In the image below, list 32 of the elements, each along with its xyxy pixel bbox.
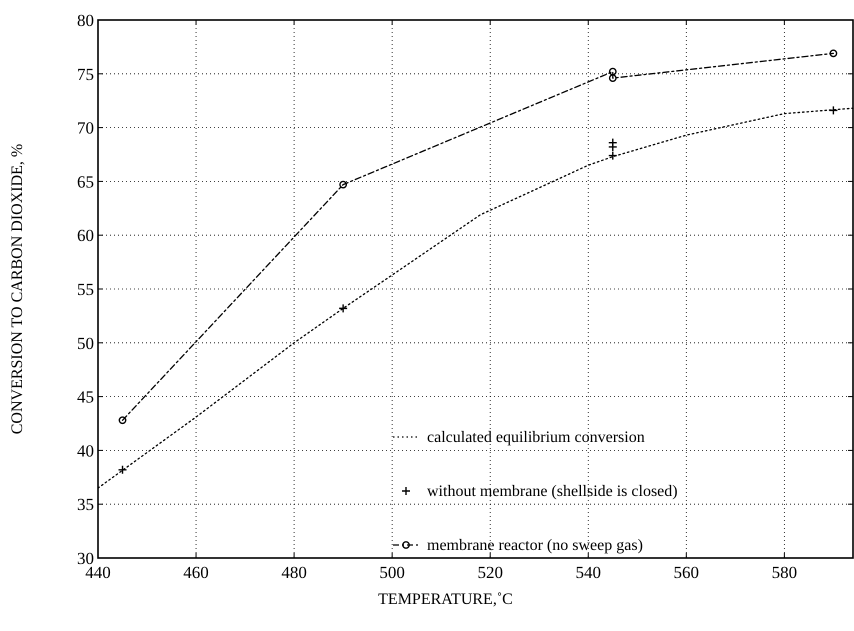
point <box>608 150 618 160</box>
y-axis-title: CONVERSION TO CARBON DIOXIDE, % <box>9 144 26 434</box>
y-tick-label: 40 <box>77 441 94 460</box>
point <box>118 416 126 424</box>
x-tick-label: 460 <box>183 563 209 582</box>
point <box>608 68 617 76</box>
x-tick-label: 580 <box>772 563 798 582</box>
legend-label: membrane reactor (no sweep gas) <box>427 537 643 554</box>
x-tick-label: 520 <box>477 563 503 582</box>
point <box>829 49 838 58</box>
point <box>608 74 617 82</box>
y-tick-label: 75 <box>77 64 94 84</box>
y-tick-label: 80 <box>77 11 94 30</box>
y-tick-label: 70 <box>77 118 94 138</box>
point <box>828 106 838 116</box>
y-tick-label: 65 <box>77 172 94 192</box>
y-tick-label: 55 <box>77 280 94 299</box>
point <box>118 465 128 474</box>
y-tick-label: 50 <box>77 334 94 353</box>
point <box>608 142 618 152</box>
y-tick-label: 35 <box>77 495 94 514</box>
x-tick-label: 540 <box>576 563 602 582</box>
x-tick-label: 480 <box>281 563 307 582</box>
point <box>338 304 348 314</box>
point <box>339 180 348 189</box>
x-tick-label: 560 <box>674 563 700 582</box>
legend-label: without membrane (shellside is closed) <box>427 483 678 500</box>
legend-label: calculated equilibrium conversion <box>427 429 645 446</box>
y-tick-label: 45 <box>77 388 94 407</box>
y-tick-label: 60 <box>77 226 94 246</box>
x-axis-title: TEMPERATURE,˚C <box>378 591 513 608</box>
x-tick-label: 500 <box>379 563 405 582</box>
